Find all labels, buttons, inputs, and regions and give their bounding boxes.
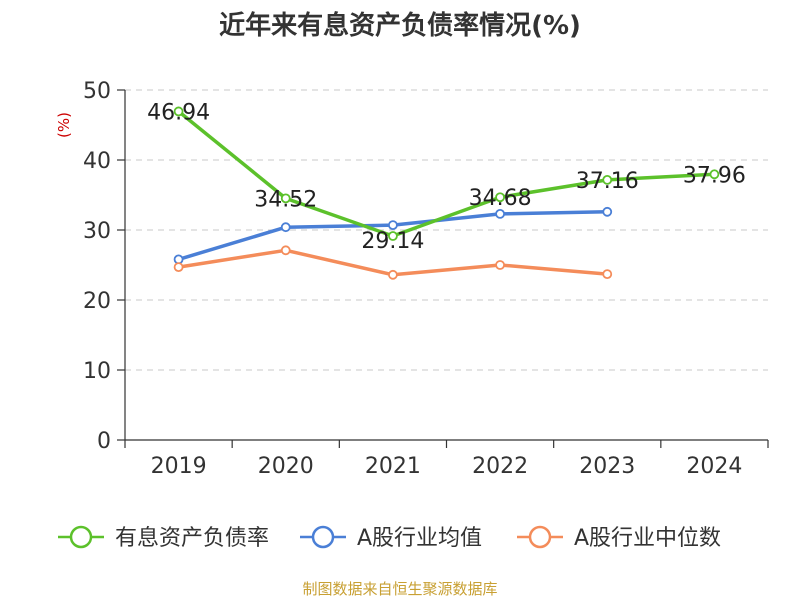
- data-point: [495, 260, 505, 270]
- data-label: 34.52: [254, 187, 317, 212]
- data-label: 37.96: [683, 163, 746, 188]
- data-point: [602, 174, 613, 185]
- legend-item: A股行业均值: [300, 525, 482, 551]
- y-tick-label: 0: [97, 429, 111, 454]
- data-labels: 46.94 34.52 29.14 34.68 37.16 37.96: [147, 100, 746, 254]
- x-tick-label: 2022: [472, 454, 528, 479]
- data-point: [709, 169, 720, 180]
- gridlines: [125, 89, 768, 371]
- y-tick-label: 20: [83, 289, 111, 314]
- legend: 有息资产负债率 A股行业均值 A股行业中位数: [58, 525, 721, 551]
- legend-marker: [311, 525, 335, 549]
- data-point: [280, 193, 291, 204]
- data-point: [495, 208, 505, 219]
- legend-marker: [528, 525, 552, 549]
- data-point: [602, 269, 613, 280]
- series-line: [177, 110, 715, 238]
- data-label: 34.68: [469, 186, 532, 211]
- data-label: 29.14: [361, 229, 424, 254]
- x-tick-label: 2023: [579, 454, 635, 479]
- series-0: [173, 106, 720, 241]
- series-1: [173, 206, 613, 265]
- legend-item: 有息资产负债率: [58, 525, 269, 551]
- y-tick-label: 10: [83, 359, 111, 384]
- data-point: [173, 106, 184, 117]
- legend-label: A股行业均值: [357, 526, 482, 551]
- data-point: [602, 206, 613, 217]
- source-note: 制图数据来自恒生聚源数据库: [302, 580, 497, 598]
- series-2: [173, 245, 613, 280]
- x-tick-label: 2020: [258, 454, 314, 479]
- data-point: [280, 245, 291, 256]
- series-layer: [173, 106, 720, 280]
- data-point: [388, 220, 398, 231]
- y-tick-label: 30: [83, 219, 111, 244]
- legend-marker: [69, 525, 93, 549]
- y-tick-label: 50: [83, 79, 111, 104]
- x-tick-label: 2024: [686, 454, 742, 479]
- legend-label: 有息资产负债率: [115, 526, 269, 551]
- data-label: 37.16: [576, 169, 639, 194]
- data-label: 46.94: [147, 100, 210, 125]
- data-point: [388, 231, 398, 241]
- legend-item: A股行业中位数: [517, 525, 721, 551]
- data-point: [173, 262, 184, 273]
- legend-label: A股行业中位数: [574, 526, 721, 551]
- data-point: [495, 192, 505, 203]
- y-axis-label: (%): [55, 112, 73, 138]
- data-point: [388, 269, 398, 280]
- x-tick-label: 2021: [365, 454, 421, 479]
- axes: 0 10 20 30 40 50 2019 2020 2021 2022 2023 2024: [83, 79, 769, 479]
- data-point: [280, 222, 291, 233]
- x-tick-label: 2019: [151, 454, 207, 479]
- y-tick-label: 40: [83, 149, 111, 174]
- chart-title: 近年来有息资产负债率情况(%): [219, 10, 581, 41]
- data-point: [173, 254, 184, 265]
